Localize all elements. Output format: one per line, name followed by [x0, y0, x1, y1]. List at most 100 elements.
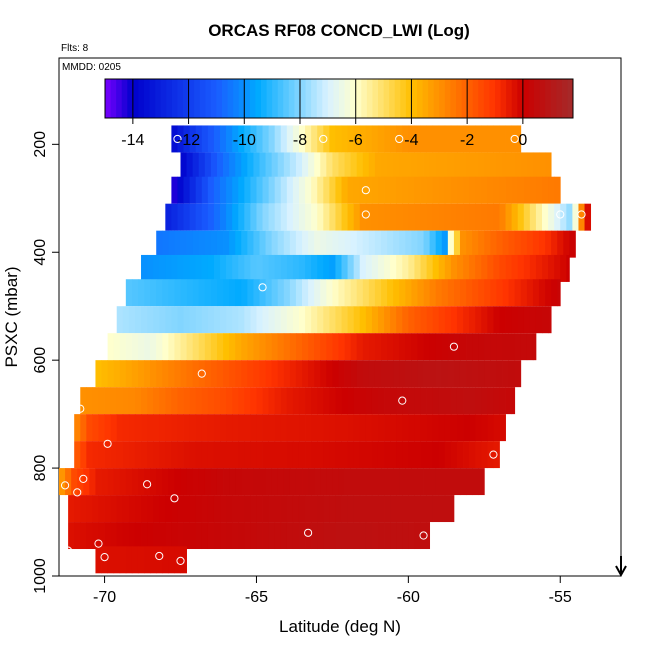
data-cell — [529, 203, 537, 231]
data-cell — [104, 414, 112, 442]
data-cell — [469, 254, 476, 282]
data-cell — [204, 333, 212, 361]
colorbar-segment — [155, 79, 162, 118]
data-cell — [405, 230, 412, 258]
data-cell — [244, 522, 251, 550]
data-cell — [475, 176, 482, 204]
data-cell — [411, 230, 418, 258]
data-cell — [338, 333, 345, 361]
data-cell — [396, 522, 403, 550]
data-cell — [128, 306, 136, 334]
data-cell — [311, 203, 318, 231]
data-cell — [226, 254, 233, 282]
data-cell — [298, 176, 306, 204]
data-cell — [365, 254, 373, 282]
data-point-marker — [197, 369, 206, 378]
data-cell — [447, 333, 455, 361]
data-cell — [256, 125, 263, 153]
data-cell — [362, 333, 370, 361]
data-cell — [177, 387, 184, 415]
data-cell — [459, 468, 467, 496]
data-cell — [162, 546, 169, 574]
flights-label: Flts: 8 — [61, 43, 89, 54]
data-cell — [338, 468, 345, 496]
data-cell — [551, 230, 558, 258]
data-cell — [292, 306, 300, 334]
data-cell — [210, 333, 218, 361]
data-cell — [417, 152, 424, 180]
data-cell — [371, 306, 379, 334]
data-cell — [411, 152, 418, 180]
colorbar-segment — [355, 79, 362, 118]
data-cell — [207, 176, 215, 204]
data-cell — [374, 333, 382, 361]
data-cell — [262, 203, 270, 231]
data-cell — [262, 441, 270, 469]
data-cell — [362, 360, 370, 388]
data-cell — [329, 495, 336, 523]
data-cell — [92, 522, 99, 550]
data-cell — [210, 279, 218, 307]
data-cell — [426, 203, 434, 231]
data-cell — [98, 387, 105, 415]
data-cell — [289, 360, 297, 388]
data-cell — [484, 279, 491, 307]
data-cell — [390, 203, 397, 231]
data-cell — [523, 176, 531, 204]
data-cell — [502, 152, 509, 180]
data-cell — [256, 522, 263, 550]
data-cell — [362, 152, 370, 180]
data-cell — [213, 125, 221, 153]
data-cell — [280, 414, 288, 442]
data-cell — [435, 360, 443, 388]
data-cell — [244, 203, 251, 231]
data-cell — [417, 279, 424, 307]
data-cell — [542, 203, 549, 231]
data-cell — [545, 279, 552, 307]
data-cell — [131, 546, 139, 574]
data-cell — [335, 414, 342, 442]
data-cell — [341, 203, 348, 231]
data-cell — [420, 495, 427, 523]
data-cell — [128, 495, 136, 523]
colorbar-segment — [339, 79, 346, 118]
data-cell — [210, 468, 218, 496]
data-cell — [198, 152, 206, 180]
data-cell — [508, 230, 516, 258]
colorbar-segment — [344, 79, 351, 118]
data-cell — [426, 176, 434, 204]
data-cell — [493, 387, 500, 415]
data-cell — [295, 360, 303, 388]
data-cell — [548, 203, 555, 231]
data-cell — [475, 203, 482, 231]
data-cell — [311, 387, 318, 415]
data-cell — [314, 333, 321, 361]
data-cell — [213, 176, 221, 204]
data-cell — [353, 387, 361, 415]
data-cell — [481, 441, 488, 469]
data-cell — [517, 125, 522, 153]
data-cell — [268, 414, 276, 442]
data-cell — [226, 176, 233, 204]
data-cell — [347, 203, 355, 231]
data-cell — [168, 468, 175, 496]
data-cell — [344, 152, 352, 180]
data-cell — [186, 279, 194, 307]
data-cell — [183, 125, 191, 153]
data-cell — [262, 387, 270, 415]
data-cell — [335, 254, 342, 282]
data-cell — [438, 414, 446, 442]
data-cell — [244, 306, 251, 334]
data-cell — [141, 414, 148, 442]
data-cell — [131, 360, 139, 388]
data-cell — [475, 387, 482, 415]
colorbar-segment — [433, 79, 440, 118]
data-cell — [283, 230, 291, 258]
data-cell — [256, 495, 263, 523]
data-cell — [371, 176, 379, 204]
data-cell — [469, 441, 476, 469]
data-cell — [174, 546, 181, 574]
chart-title: ORCAS RF08 CONCD_LWI (Log) — [208, 21, 470, 40]
data-cell — [390, 125, 397, 153]
data-cell — [268, 254, 276, 282]
